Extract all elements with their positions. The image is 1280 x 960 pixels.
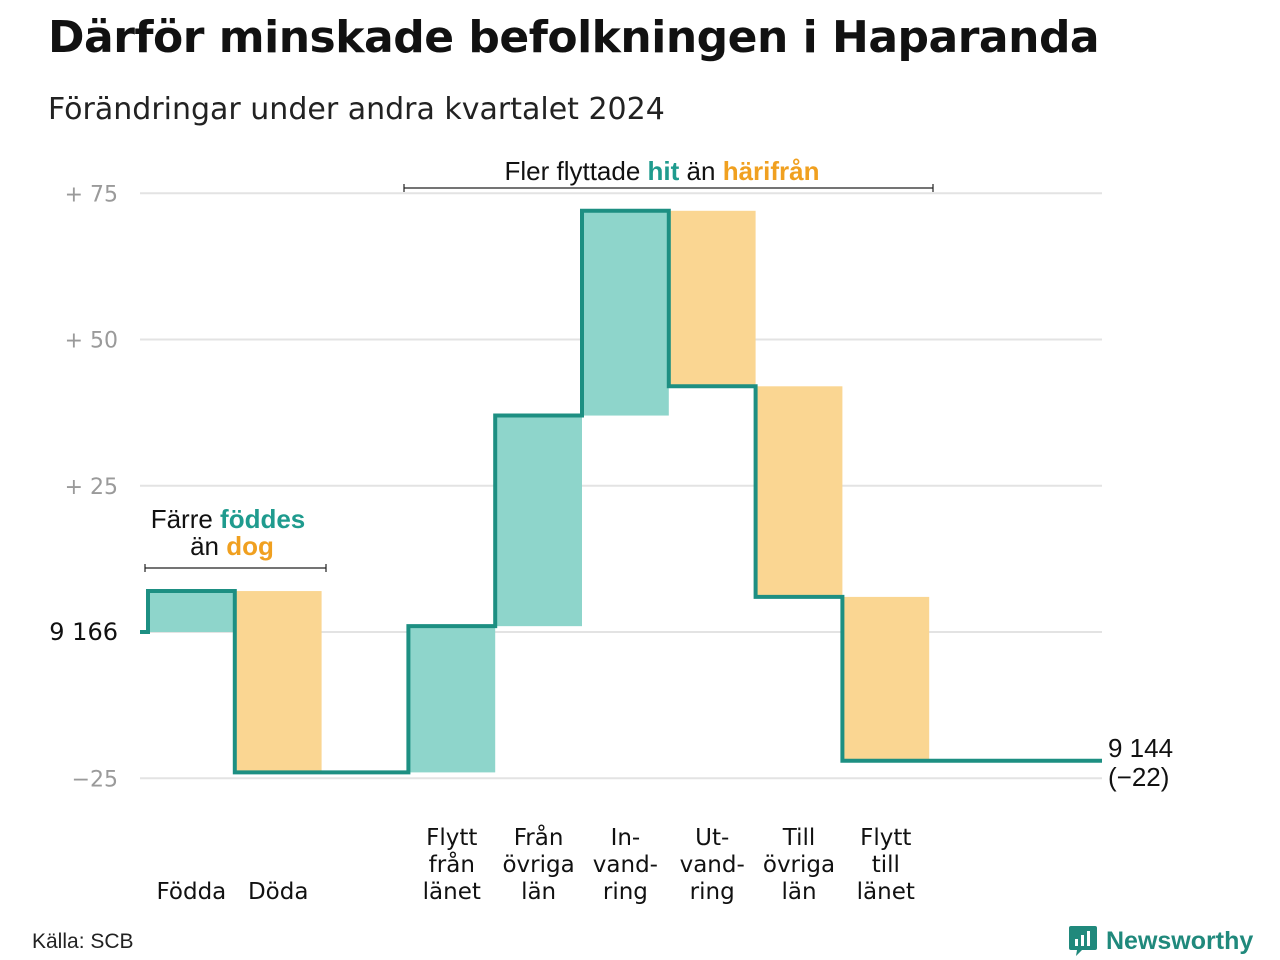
x-tick-label: från xyxy=(429,850,475,878)
bar-chart-logo-icon xyxy=(1069,926,1097,956)
end-change-label: (−22) xyxy=(1108,762,1169,792)
x-tick-label: Till xyxy=(782,825,816,851)
chart-title: Därför minskade befolkningen i Haparanda xyxy=(48,12,1100,63)
waterfall-bar xyxy=(668,210,756,387)
x-tick-label: övriga xyxy=(763,852,835,878)
y-tick-label: −25 xyxy=(72,767,118,792)
x-tick-label: Flytt xyxy=(860,825,911,851)
births-annotation-text-a: Färre xyxy=(151,504,220,534)
waterfall-bar xyxy=(582,210,669,416)
waterfall-bar xyxy=(842,596,930,761)
x-tick-label: till xyxy=(872,852,900,878)
moves-annotation: Fler flyttade hit än härifrån xyxy=(504,156,819,186)
x-tick-label: övriga xyxy=(502,852,574,878)
logo-wordmark: Newsworthy xyxy=(1106,926,1254,955)
x-axis-labels: Födda DödaFlyttfrånlänetFrånövrigalänIn-v… xyxy=(157,823,915,905)
births-annotation-line1: Färre föddes xyxy=(151,504,306,534)
waterfall-bar xyxy=(495,415,582,627)
moves-annotation-highlight-in: hit xyxy=(648,156,680,186)
x-tick-label: In- xyxy=(611,825,641,851)
waterfall-bar xyxy=(234,591,322,773)
x-tick-label: vand- xyxy=(593,852,658,878)
moves-annotation-bracket xyxy=(403,184,934,192)
waterfall-bar xyxy=(148,591,235,632)
y-tick-label: 9 166 xyxy=(49,618,118,646)
waterfall-bar xyxy=(755,386,843,597)
end-value-label: 9 144 xyxy=(1108,733,1173,763)
moves-annotation-text-a: Fler flyttade xyxy=(504,156,647,186)
y-tick-label: + 25 xyxy=(65,475,118,500)
x-tick-label: Födda xyxy=(157,879,227,905)
x-tick-label: ring xyxy=(603,879,648,905)
cumulative-step-line xyxy=(140,208,1102,775)
x-tick-label: län xyxy=(521,879,556,905)
births-annotation-text-b: än xyxy=(190,531,226,561)
x-tick-label: län xyxy=(781,879,816,905)
source-note: Källa: SCB xyxy=(32,930,134,953)
x-tick-label: Flytt xyxy=(426,825,477,851)
births-annotation-highlight-born: föddes xyxy=(220,504,305,534)
x-tick-label: Från xyxy=(514,823,564,851)
x-tick-label: länet xyxy=(423,879,481,905)
births-annotation-bracket xyxy=(144,564,327,572)
grid-layer xyxy=(140,192,1102,780)
y-tick-labels: −25 9 166 + 25 + 50 + 75 xyxy=(49,182,118,792)
x-tick-label: Döda xyxy=(248,879,308,905)
newsworthy-logo: Newsworthy xyxy=(1068,924,1253,958)
x-tick-label: ring xyxy=(690,879,735,905)
chart-subtitle: Förändringar under andra kvartalet 2024 xyxy=(48,92,665,127)
y-tick-label: + 50 xyxy=(65,329,118,354)
y-tick-label: + 75 xyxy=(65,182,118,207)
x-tick-label: Ut- xyxy=(695,825,729,851)
waterfall-bar xyxy=(408,626,496,773)
moves-annotation-highlight-out: härifrån xyxy=(723,156,820,186)
moves-annotation-text-b: än xyxy=(679,156,722,186)
births-annotation-line2: än dog xyxy=(190,531,274,561)
x-tick-label: vand- xyxy=(680,852,745,878)
births-annotation-highlight-died: dog xyxy=(226,531,274,561)
bar-layer xyxy=(148,210,930,773)
x-tick-label: länet xyxy=(857,879,915,905)
